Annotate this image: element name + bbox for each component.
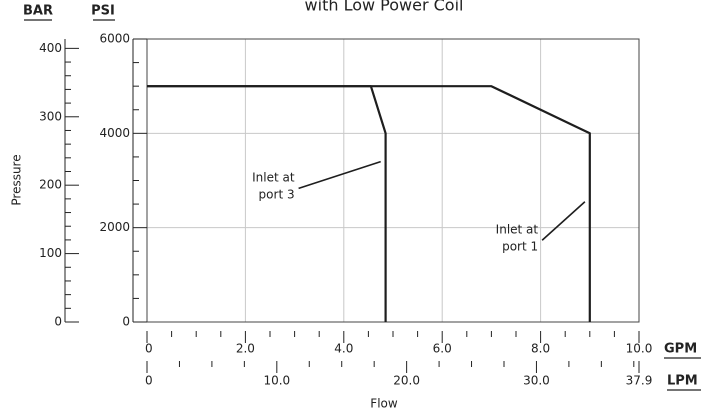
- gpm-tick-label: 4.0: [334, 342, 353, 356]
- psi-tick-label: 4000: [99, 126, 130, 140]
- annotation-label: Inlet at: [252, 171, 295, 185]
- axes: 0 2000 4000 6000 PSI 0 100 200 300 400 BAR 0 2.0 4.0 6…: [23, 4, 701, 391]
- lpm-unit-label: LPM: [667, 374, 698, 389]
- lpm-tick-label: 20.0: [393, 374, 420, 388]
- bar-tick-label: 300: [39, 109, 62, 123]
- annotation-leader-line: [298, 160, 381, 190]
- series-line-1: [147, 85, 387, 322]
- y-axis-label: Pressure: [10, 154, 24, 205]
- bar-tick-label: 400: [39, 41, 62, 55]
- annotation-label: Inlet at: [496, 223, 539, 237]
- chart-title: with Low Power Coil: [305, 0, 464, 15]
- gpm-tick-label: 8.0: [531, 342, 550, 356]
- grid: [147, 39, 639, 322]
- gpm-tick-label: 2.0: [236, 342, 255, 356]
- annotation-label: port 1: [502, 240, 538, 254]
- lpm-tick-label: 30.0: [523, 374, 550, 388]
- gpm-tick-label: 10.0: [626, 342, 653, 356]
- psi-unit-label: PSI: [91, 4, 115, 19]
- bar-tick-label: 100: [39, 246, 62, 260]
- psi-tick-label: 2000: [99, 220, 130, 234]
- bar-tick-label: 200: [39, 178, 62, 192]
- lpm-tick-label: 0: [145, 374, 153, 388]
- psi-tick-label: 0: [122, 315, 130, 329]
- series: [147, 85, 591, 322]
- gpm-unit-label: GPM: [664, 342, 697, 357]
- x-axis-label: Flow: [370, 397, 398, 411]
- lpm-tick-label: 37.9: [626, 374, 653, 388]
- gpm-tick-label: 6.0: [433, 342, 452, 356]
- annotation-leader-line: [541, 201, 586, 241]
- lpm-tick-label: 10.0: [263, 374, 290, 388]
- annotations: Inlet at port 3 Inlet at port 1: [252, 160, 586, 254]
- plot-frame: [146, 38, 640, 323]
- bar-unit-label: BAR: [23, 4, 53, 19]
- annotation-label: port 3: [259, 188, 295, 202]
- bar-tick-label: 0: [54, 315, 62, 329]
- series-line-2: [147, 85, 591, 322]
- gpm-tick-label: 0: [145, 342, 153, 356]
- psi-tick-label: 6000: [99, 32, 130, 46]
